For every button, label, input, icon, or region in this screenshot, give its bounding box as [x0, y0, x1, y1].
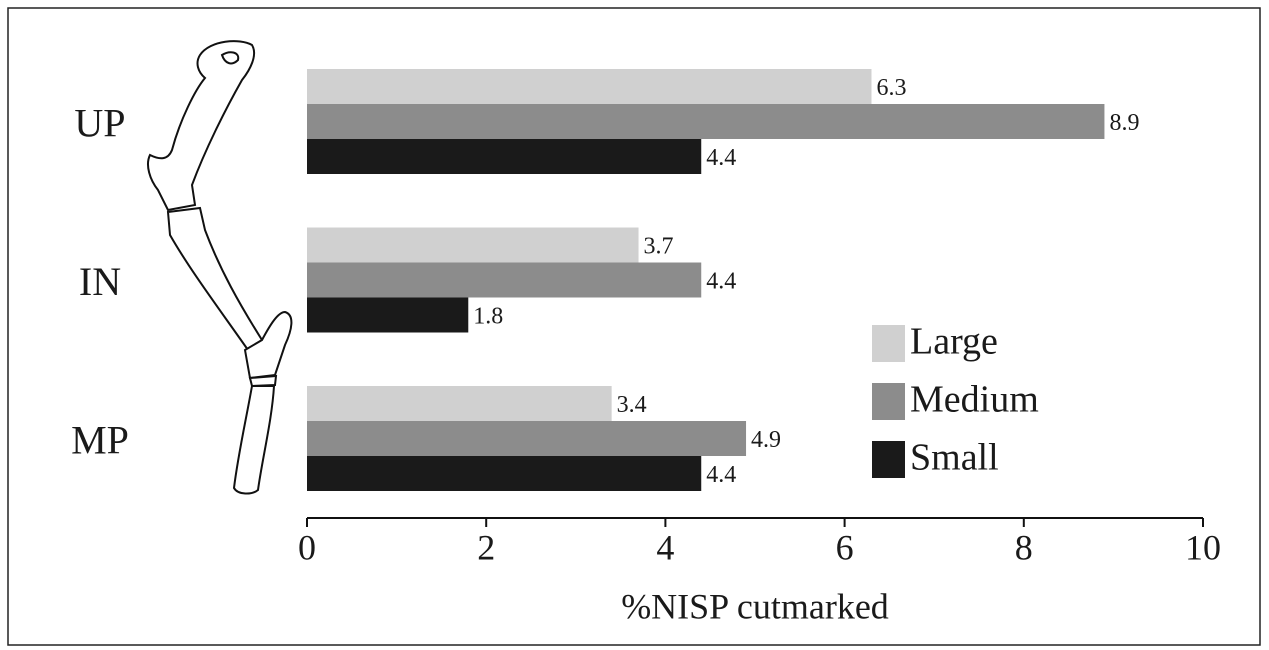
- bar: [307, 386, 612, 421]
- x-tick-label: 10: [1185, 527, 1221, 567]
- value-label: 6.3: [876, 75, 906, 101]
- x-axis-title: %NISP cutmarked: [621, 586, 889, 626]
- value-label: 3.4: [617, 392, 647, 418]
- bar: [307, 228, 639, 263]
- bar: [307, 298, 468, 333]
- value-label: 8.9: [1109, 110, 1139, 136]
- legend-swatch: [872, 325, 905, 362]
- value-label: 4.9: [751, 427, 781, 453]
- x-tick-label: 8: [1015, 527, 1033, 567]
- x-tick-label: 4: [656, 527, 674, 567]
- y-tick-label: MP: [71, 418, 129, 463]
- y-tick-label: UP: [74, 101, 125, 146]
- value-label: 4.4: [706, 145, 736, 171]
- value-label: 1.8: [473, 304, 503, 330]
- bar: [307, 456, 701, 491]
- limb-illustration: [148, 41, 291, 493]
- legend-label: Large: [910, 321, 998, 363]
- bar: [307, 69, 871, 104]
- bar: [307, 104, 1104, 139]
- x-tick-label: 2: [477, 527, 495, 567]
- value-label: 3.7: [644, 234, 674, 260]
- value-label: 4.4: [706, 269, 736, 295]
- bar: [307, 421, 746, 456]
- legend-label: Medium: [910, 379, 1039, 421]
- y-tick-label: IN: [79, 259, 121, 304]
- value-label: 4.4: [706, 462, 736, 488]
- legend-swatch: [872, 441, 905, 478]
- legend-label: Small: [910, 437, 999, 479]
- bar: [307, 263, 701, 298]
- x-tick-label: 0: [298, 527, 316, 567]
- chart: %NISP cutmarked 0 2 4 6 8 10 UP 6.3 8.9 4.4 IN 3.7 4…: [0, 0, 1269, 650]
- legend-swatch: [872, 383, 905, 420]
- bar: [307, 139, 701, 174]
- x-tick-label: 6: [836, 527, 854, 567]
